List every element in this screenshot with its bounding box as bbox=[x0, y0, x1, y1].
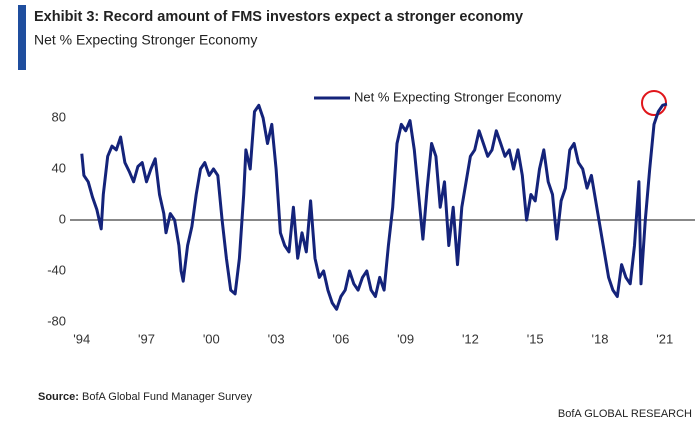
x-tick-label: '09 bbox=[397, 331, 414, 346]
x-tick-label: '03 bbox=[268, 331, 285, 346]
y-tick-label: 0 bbox=[59, 211, 66, 226]
x-tick-label: '97 bbox=[138, 331, 155, 346]
x-tick-label: '94 bbox=[73, 331, 90, 346]
data-line bbox=[80, 102, 668, 311]
y-tick-label: -80 bbox=[47, 313, 66, 328]
y-tick-label: 40 bbox=[52, 160, 66, 175]
y-tick-label: 80 bbox=[52, 109, 66, 124]
legend-label: Net % Expecting Stronger Economy bbox=[354, 89, 562, 104]
accent-bar bbox=[18, 5, 26, 70]
chart-subtitle: Net % Expecting Stronger Economy bbox=[34, 32, 257, 48]
chart-title: Exhibit 3: Record amount of FMS investor… bbox=[34, 9, 523, 25]
x-tick-label: '15 bbox=[527, 331, 544, 346]
x-tick-label: '12 bbox=[462, 331, 479, 346]
source-label: Source: bbox=[38, 391, 79, 403]
x-tick-label: '00 bbox=[203, 331, 220, 346]
footer: BofA GLOBAL RESEARCH bbox=[558, 408, 692, 420]
y-tick-label: -40 bbox=[47, 262, 66, 277]
legend: Net % Expecting Stronger Economy bbox=[314, 89, 562, 104]
x-tick-label: '21 bbox=[656, 331, 673, 346]
x-tick-label: '06 bbox=[332, 331, 349, 346]
source: BofA Global Fund Manager Survey bbox=[82, 391, 252, 403]
highlight-circle bbox=[641, 90, 667, 116]
x-tick-label: '18 bbox=[592, 331, 609, 346]
